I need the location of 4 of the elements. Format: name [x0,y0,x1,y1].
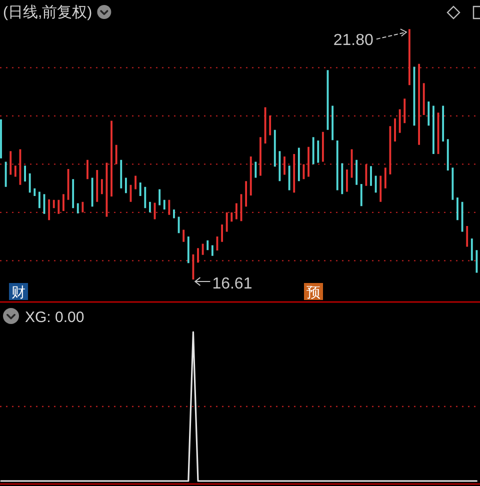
annotation: 21.80 [333,32,374,50]
chart-title: (日线,前复权) [3,4,92,21]
annotation: 16.61 [212,276,252,292]
chart-title: XG: 0.00 [25,309,84,326]
